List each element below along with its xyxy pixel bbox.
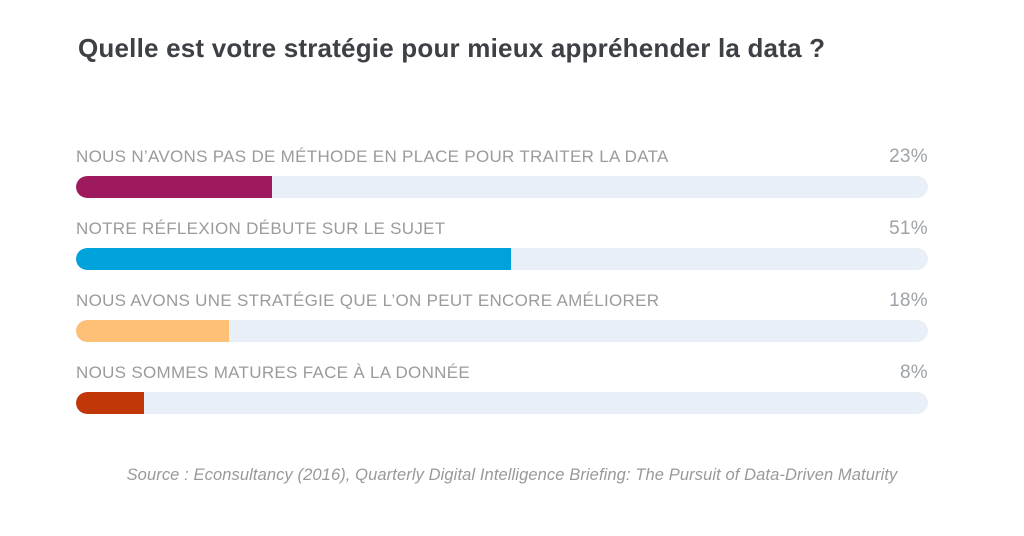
bar-label: NOTRE RÉFLEXION DÉBUTE SUR LE SUJET	[76, 219, 446, 238]
bar-track	[76, 176, 928, 198]
source-citation: Source : Econsultancy (2016), Quarterly …	[126, 466, 898, 484]
bar-track	[76, 392, 928, 414]
bar-track	[76, 320, 928, 342]
bar-row: NOUS SOMMES MATURES FACE À LA DONNÉE 8%	[76, 362, 928, 414]
bar-value: 8%	[899, 362, 928, 383]
bar-row-header: NOUS SOMMES MATURES FACE À LA DONNÉE 8%	[76, 362, 928, 384]
bar-fill	[76, 392, 145, 414]
bar-value: 51%	[889, 218, 928, 239]
bar-value: 23%	[889, 146, 928, 167]
bar-row-header: NOUS N’AVONS PAS DE MÉTHODE EN PLACE POU…	[76, 146, 928, 168]
bar-row-header: NOUS AVONS UNE STRATÉGIE QUE L’ON PEUT E…	[76, 290, 928, 312]
page-title: Quelle est votre stratégie pour mieux ap…	[78, 33, 826, 63]
bar-label: NOUS AVONS UNE STRATÉGIE QUE L’ON PEUT E…	[76, 291, 660, 310]
bar-value: 18%	[889, 290, 928, 311]
bar-label: NOUS N’AVONS PAS DE MÉTHODE EN PLACE POU…	[76, 147, 669, 166]
bar-row: NOUS N’AVONS PAS DE MÉTHODE EN PLACE POU…	[76, 146, 928, 198]
bar-fill	[76, 320, 230, 342]
bar-chart: NOUS N’AVONS PAS DE MÉTHODE EN PLACE POU…	[76, 146, 928, 434]
bar-fill	[76, 176, 272, 198]
bar-track	[76, 248, 928, 270]
bar-fill	[76, 248, 511, 270]
bar-row: NOTRE RÉFLEXION DÉBUTE SUR LE SUJET 51%	[76, 218, 928, 270]
bar-row-header: NOTRE RÉFLEXION DÉBUTE SUR LE SUJET 51%	[76, 218, 928, 240]
bar-label: NOUS SOMMES MATURES FACE À LA DONNÉE	[76, 363, 470, 382]
bar-row: NOUS AVONS UNE STRATÉGIE QUE L’ON PEUT E…	[76, 290, 928, 342]
